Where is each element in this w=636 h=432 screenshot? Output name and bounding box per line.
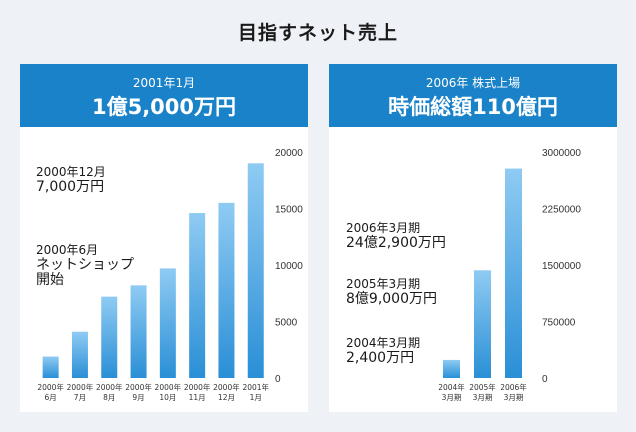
mcap-ytick-label: 0 (542, 374, 548, 385)
mcap-ytick-label: 3000000 (542, 148, 581, 159)
market-cap-header-amount: 時価総額110億円 (388, 95, 558, 119)
mcap-category-label: 2006年 (500, 382, 527, 392)
sales-bar-chart: 050001000015000200002000年6月2000年7月2000年8… (37, 148, 303, 402)
annotation-2000-12: 2000年12月 7,000万円 (36, 165, 106, 195)
market-cap-header: 2006年 株式上場 時価総額110億円 (329, 64, 617, 127)
annotation-shop-launch-line2: ネットショップ (36, 257, 134, 273)
sales-bar (218, 202, 235, 378)
mcap-ytick-label: 2250000 (542, 205, 581, 216)
annotation-2004-period: 2004年3月期 (346, 336, 421, 350)
mcap-category-label: 2005年 (469, 382, 496, 392)
annotation-2006-period: 2006年3月期 (346, 221, 421, 235)
mcap-category-label: 2004年 (438, 382, 465, 392)
annotation-shop-launch-date: 2000年6月 (36, 243, 99, 257)
sales-category-label: 2000年 (67, 382, 94, 392)
sales-chart-header: 2001年1月 1億5,000万円 (20, 64, 308, 127)
sales-category-label: 2000年 (155, 382, 182, 392)
sales-ytick-label: 10000 (275, 261, 303, 272)
market-cap-header-event: 2006年 株式上場 (425, 76, 521, 90)
sales-chart-header-amount: 1億5,000万円 (91, 95, 237, 119)
mcap-category-label: 3月期 (504, 393, 524, 402)
annotation-2006-amount: 24億2,900万円 (346, 235, 446, 251)
sales-category-label: 11月 (189, 393, 206, 402)
sales-category-label: 1月 (250, 393, 262, 402)
annotation-2005: 2005年3月期 8億9,000万円 (346, 277, 437, 307)
mcap-ytick-label: 750000 (542, 318, 576, 329)
sales-ytick-label: 0 (275, 374, 281, 385)
annotation-2005-amount: 8億9,000万円 (346, 291, 437, 307)
page-title: 目指すネット売上 (237, 22, 398, 44)
annotation-2004: 2004年3月期 2,400万円 (346, 336, 420, 366)
sales-ytick-label: 5000 (275, 318, 298, 329)
sales-ytick-label: 20000 (275, 148, 303, 159)
mcap-bar (505, 168, 522, 378)
sales-category-label: 12月 (218, 393, 235, 402)
annotation-2005-period: 2005年3月期 (346, 277, 421, 291)
sales-category-label: 9月 (132, 393, 144, 402)
sales-ytick-label: 15000 (275, 205, 303, 216)
sales-category-label: 2001年 (242, 382, 269, 392)
market-cap-bar-chart: 07500001500000225000030000002004年3月期2005… (438, 148, 581, 402)
mcap-category-label: 3月期 (442, 393, 462, 402)
sales-category-label: 8月 (103, 393, 115, 402)
sales-category-label: 2000年 (125, 382, 152, 392)
mcap-ytick-label: 1500000 (542, 261, 581, 272)
sales-category-label: 2000年 (37, 382, 64, 392)
annotation-2004-amount: 2,400万円 (346, 350, 415, 366)
sales-bar (130, 285, 147, 378)
market-cap-panel: 2006年 株式上場 時価総額110億円 0 750000 1500000 22500… (329, 64, 617, 412)
sales-bar (101, 296, 118, 378)
sales-bar (247, 163, 264, 378)
annotation-shop-launch: 2000年6月 ネットショップ 開始 (36, 243, 134, 288)
sales-category-label: 2000年 (96, 382, 123, 392)
annotation-shop-launch-line3: 開始 (36, 272, 64, 288)
sales-category-label: 7月 (74, 393, 86, 402)
mcap-category-label: 3月期 (473, 393, 493, 402)
sales-category-label: 6月 (45, 393, 57, 402)
mcap-bar (443, 359, 460, 378)
sales-category-label: 2000年 (184, 382, 211, 392)
sales-bar (189, 213, 206, 378)
annotation-2000-12-date: 2000年12月 (36, 165, 106, 179)
sales-chart-panel: 2001年1月 1億5,000万円 0 5000 10000 15000 20000 20… (20, 64, 308, 412)
sales-bar (71, 331, 88, 378)
sales-bar (159, 268, 176, 378)
sales-chart-header-date: 2001年1月 (132, 76, 196, 90)
sales-category-label: 10月 (159, 393, 176, 402)
sales-category-label: 2000年 (213, 382, 240, 392)
mcap-bar (474, 270, 491, 378)
annotation-2000-12-amount: 7,000万円 (36, 179, 105, 195)
annotation-2006: 2006年3月期 24億2,900万円 (346, 221, 446, 251)
sales-bar (42, 356, 59, 378)
